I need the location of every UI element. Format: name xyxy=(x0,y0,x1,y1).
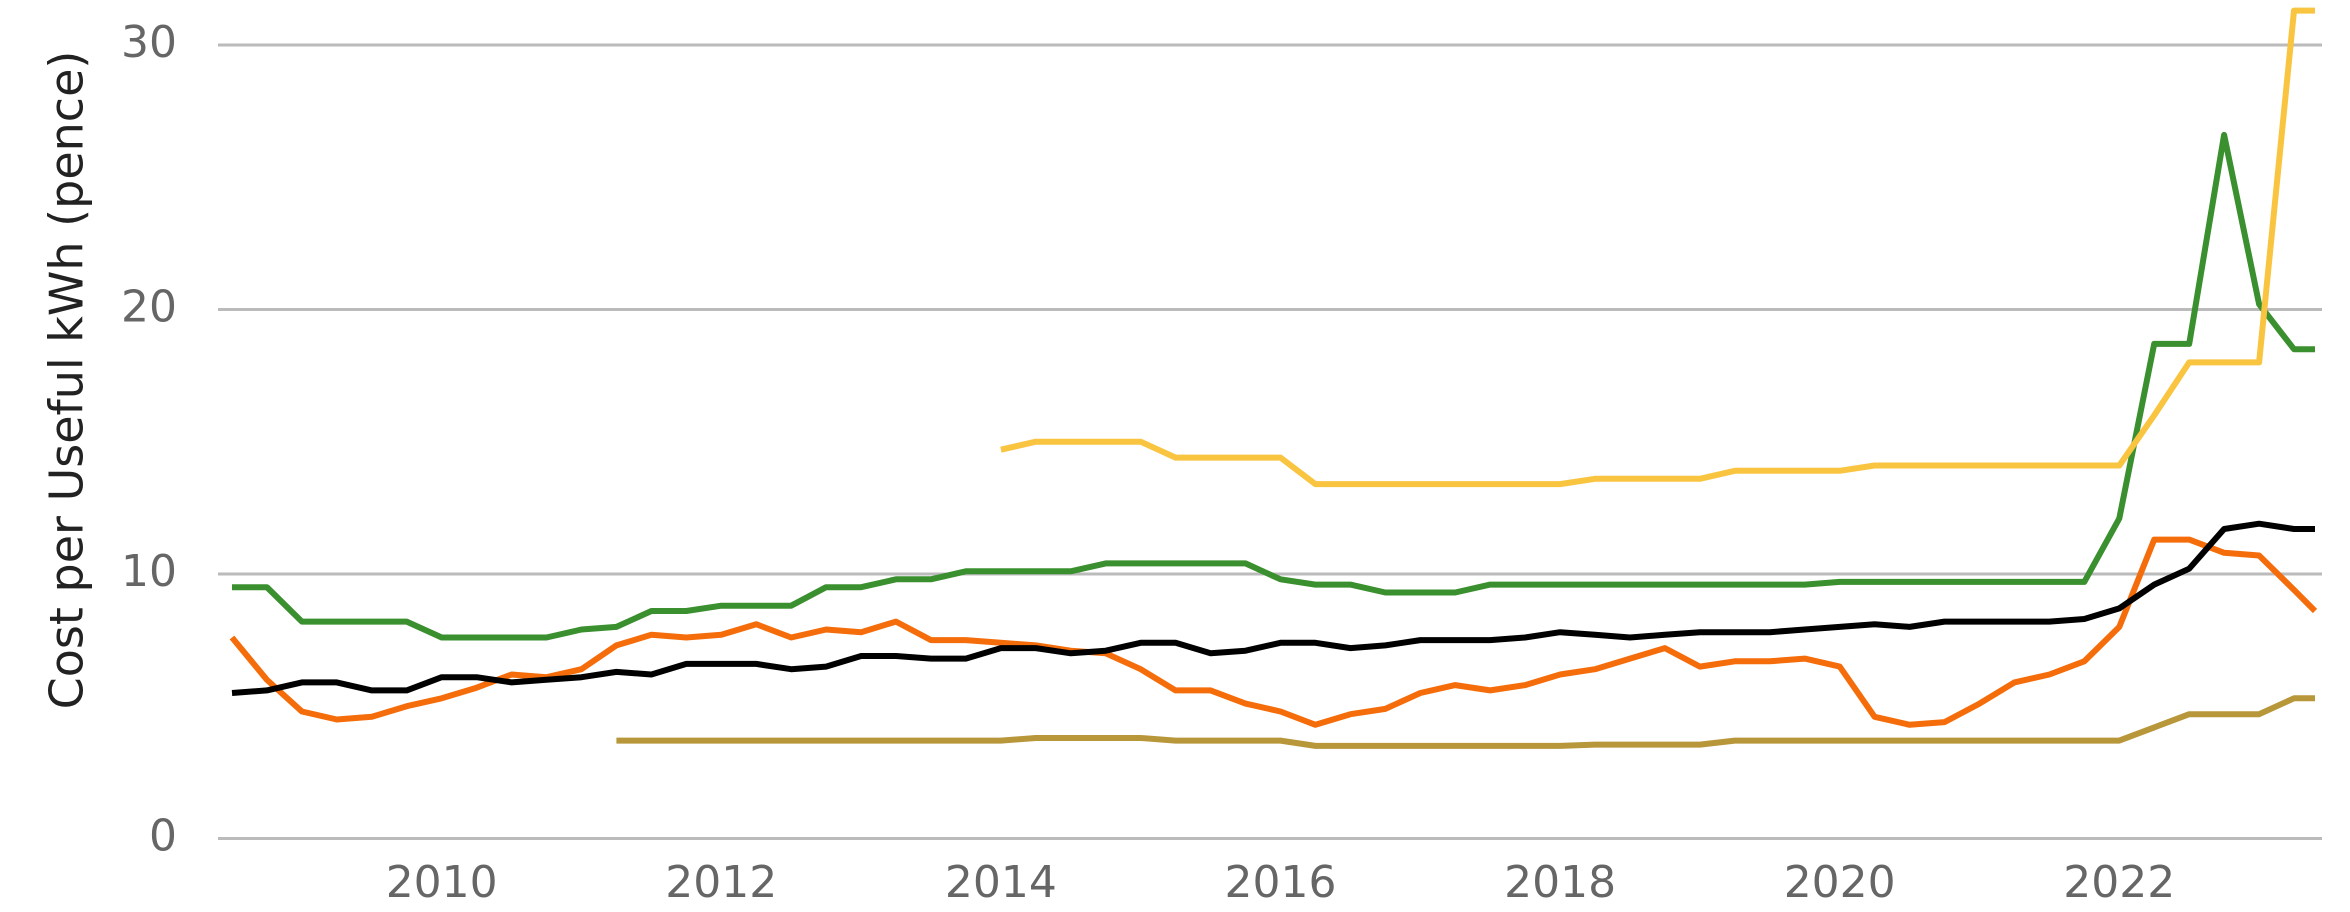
x-tick-label: 2016 xyxy=(1224,857,1336,908)
y-tick-label: 10 xyxy=(121,546,177,597)
series-line xyxy=(229,536,2318,728)
x-tick-label: 2010 xyxy=(386,857,498,908)
x-tick-label: 2022 xyxy=(2063,857,2175,908)
series-line xyxy=(232,131,2315,641)
series-line xyxy=(1000,7,2315,488)
series-line xyxy=(616,695,2315,749)
y-axis-label: Cost per Useful kWh (pence) xyxy=(40,51,94,710)
x-tick-label: 2018 xyxy=(1504,857,1616,908)
y-tick-label: 30 xyxy=(121,17,177,68)
y-tick-label: 0 xyxy=(149,811,177,862)
x-tick-label: 2020 xyxy=(1784,857,1896,908)
series-line xyxy=(231,520,2315,696)
y-tick-label: 20 xyxy=(121,281,177,332)
x-tick-label: 2014 xyxy=(945,857,1057,908)
x-tick-label: 2012 xyxy=(665,857,777,908)
